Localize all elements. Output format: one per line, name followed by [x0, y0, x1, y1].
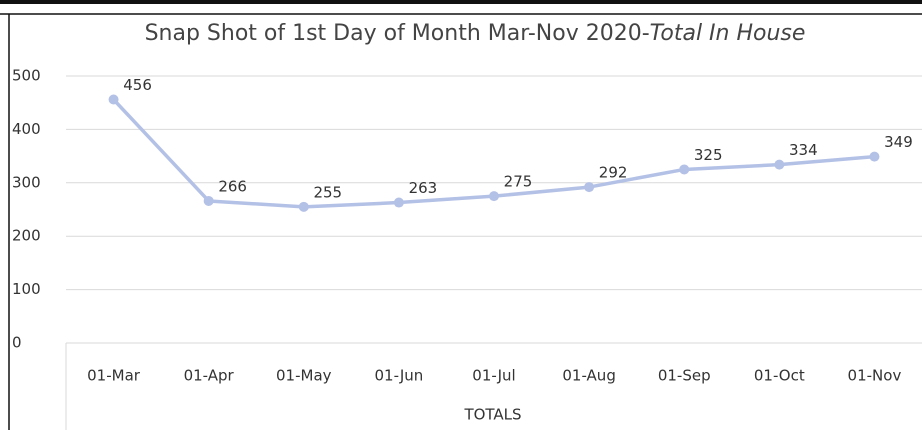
x-tick-label: 01-Jun	[374, 367, 423, 385]
x-tick-label: 01-Nov	[848, 367, 902, 385]
point	[774, 159, 785, 170]
data-label: 334	[789, 141, 818, 159]
data-label: 456	[123, 76, 152, 94]
title-main: Snap Shot of 1st Day of Month Mar-Nov 20…	[145, 21, 650, 46]
data-label: 349	[884, 133, 913, 151]
chart-title: Snap Shot of 1st Day of Month Mar-Nov 20…	[145, 21, 806, 46]
x-tick-label: 01-Mar	[87, 367, 141, 385]
y-tick-label: 400	[12, 120, 41, 138]
title-emphasis: Total In House	[650, 21, 806, 46]
data-label: 325	[694, 146, 723, 164]
data-label: 263	[409, 179, 438, 197]
data-label: 292	[599, 164, 628, 182]
point	[584, 182, 595, 193]
x-tick-label: 01-Aug	[562, 367, 615, 385]
y-tick-label: 200	[12, 227, 41, 245]
x-tick-label: 01-May	[276, 367, 332, 385]
y-tick-label: 100	[12, 280, 41, 298]
point	[393, 197, 404, 208]
point	[203, 195, 214, 206]
x-tick-label: 01-Jul	[472, 367, 515, 385]
x-tick-label: 01-Oct	[754, 367, 805, 385]
y-tick-label: 500	[12, 67, 41, 85]
point	[679, 164, 690, 175]
y-tick-label: 300	[12, 173, 41, 191]
point	[489, 191, 499, 202]
x-axis-label: TOTALS	[463, 406, 521, 424]
point	[108, 94, 119, 105]
x-tick-label: 01-Apr	[184, 367, 235, 385]
point	[298, 201, 309, 212]
data-label: 266	[218, 177, 247, 195]
data-label: 255	[313, 183, 342, 201]
point	[869, 151, 880, 162]
data-label: 275	[504, 173, 533, 191]
x-tick-label: 01-Sep	[658, 367, 711, 385]
y-tick-label: 0	[12, 334, 22, 352]
